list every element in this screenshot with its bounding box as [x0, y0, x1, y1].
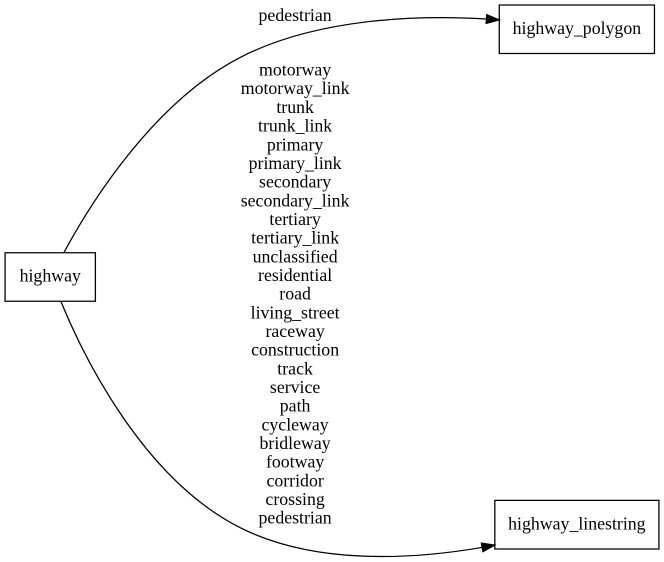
svg-text:highway: highway: [20, 266, 81, 286]
svg-text:road: road: [279, 284, 311, 304]
svg-text:primary: primary: [267, 134, 324, 154]
svg-text:path: path: [280, 396, 311, 416]
svg-text:raceway: raceway: [265, 321, 324, 341]
svg-text:motorway_link: motorway_link: [241, 78, 350, 98]
svg-text:tertiary_link: tertiary_link: [251, 228, 339, 248]
svg-text:footway: footway: [266, 452, 325, 472]
svg-text:construction: construction: [251, 340, 339, 360]
svg-text:cycleway: cycleway: [262, 415, 329, 435]
svg-text:residential: residential: [258, 265, 332, 285]
svg-text:primary_link: primary_link: [249, 153, 342, 173]
svg-text:motorway: motorway: [259, 60, 331, 80]
svg-text:tertiary: tertiary: [269, 209, 321, 229]
svg-text:pedestrian: pedestrian: [259, 508, 332, 528]
svg-text:unclassified: unclassified: [253, 246, 338, 266]
svg-text:trunk: trunk: [276, 97, 314, 117]
svg-text:pedestrian: pedestrian: [259, 5, 332, 25]
svg-text:secondary: secondary: [259, 172, 331, 192]
svg-text:bridleway: bridleway: [260, 433, 331, 453]
svg-text:secondary_link: secondary_link: [241, 190, 350, 210]
svg-text:highway_polygon: highway_polygon: [513, 18, 642, 38]
svg-text:crossing: crossing: [265, 489, 325, 509]
svg-text:living_street: living_street: [251, 302, 340, 322]
svg-text:highway_linestring: highway_linestring: [508, 513, 646, 533]
svg-text:corridor: corridor: [266, 471, 323, 491]
svg-text:trunk_link: trunk_link: [258, 116, 332, 136]
svg-text:service: service: [270, 377, 321, 397]
svg-text:track: track: [277, 358, 313, 378]
